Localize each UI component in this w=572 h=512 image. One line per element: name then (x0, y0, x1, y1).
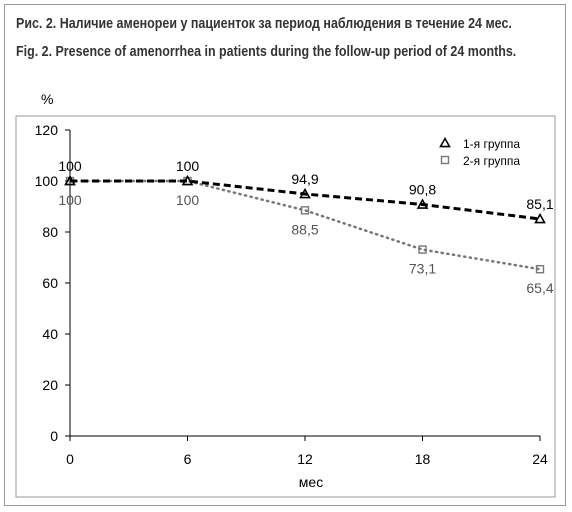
data-label: 100 (176, 158, 200, 174)
y-tick-label: 80 (42, 224, 58, 240)
y-tick-label: 0 (50, 428, 58, 444)
x-tick-label: 0 (66, 451, 74, 467)
series-line (68, 179, 542, 271)
y-tick-label: 100 (35, 173, 59, 189)
x-tick-label: 12 (297, 451, 313, 467)
data-label: 94,9 (291, 171, 318, 187)
data-point-marker (416, 198, 429, 209)
data-label: 85,1 (526, 196, 553, 212)
series-group-1: 100 100 94,9 90,8 85,1 (58, 158, 554, 224)
x-tick-label: 18 (415, 451, 431, 467)
legend-marker (440, 155, 450, 165)
x-axis-label: мес (299, 474, 323, 490)
caption-russian: Рис. 2. Наличие аменореи у пациенток за … (16, 16, 512, 32)
data-point-marker (534, 212, 546, 224)
data-label: 73,1 (409, 261, 436, 277)
y-axis-label: % (41, 91, 53, 107)
legend-marker (439, 136, 451, 148)
legend-label: 1-я группа (463, 137, 520, 151)
data-label: 100 (58, 192, 82, 208)
x-tick-label: 6 (184, 451, 192, 467)
data-label: 88,5 (291, 221, 318, 237)
data-point-marker (418, 245, 427, 254)
data-label: 100 (58, 158, 82, 174)
y-tick-label: 40 (42, 326, 58, 342)
legend-item: 2-я группа (440, 154, 520, 168)
caption-english: Fig. 2. Presence of amenorrhea in patien… (16, 44, 517, 60)
x-tick-label: 24 (532, 451, 548, 467)
legend-item: 1-я группа (439, 136, 520, 151)
legend-label: 2-я группа (463, 154, 520, 168)
y-tick-label: 60 (42, 275, 58, 291)
data-label: 90,8 (409, 181, 436, 197)
y-tick-label: 20 (42, 377, 58, 393)
figure-frame (4, 4, 566, 506)
series-line (70, 179, 541, 221)
data-label: 100 (176, 192, 200, 208)
data-label: 65,4 (526, 280, 553, 296)
data-point-marker (181, 174, 194, 186)
y-tick-label: 120 (35, 122, 59, 138)
plot-area (15, 115, 556, 498)
data-point-marker (535, 265, 545, 274)
data-point-marker (299, 187, 311, 199)
data-point-marker (64, 174, 76, 186)
data-point-marker (300, 206, 310, 215)
